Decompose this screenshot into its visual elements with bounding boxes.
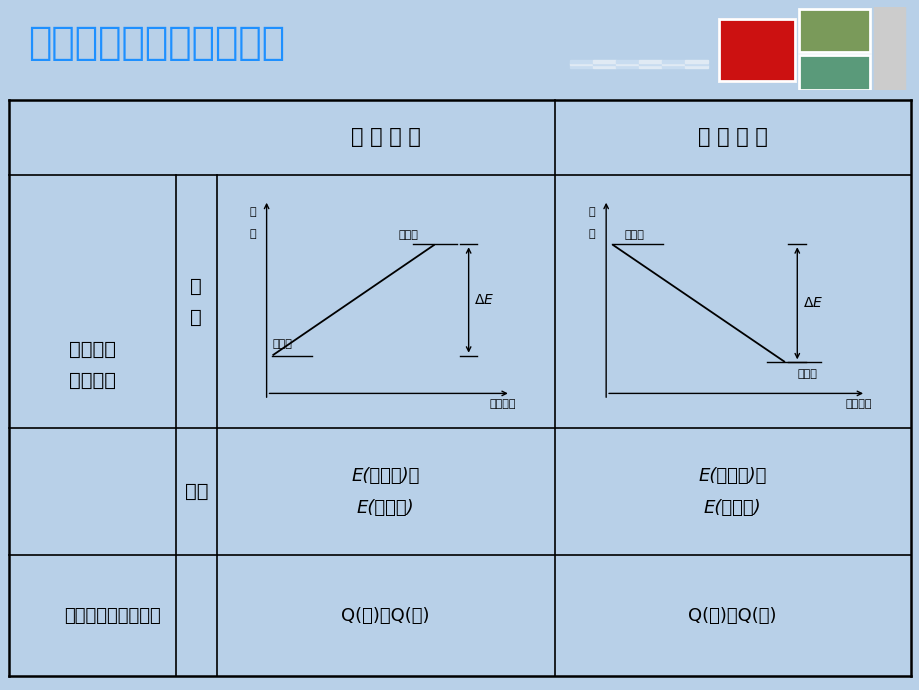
- Bar: [593, 61, 616, 63]
- Bar: [685, 66, 708, 68]
- Bar: [873, 7, 903, 90]
- Bar: [799, 10, 869, 52]
- Text: Q(吸)＜Q(放): Q(吸)＜Q(放): [687, 607, 777, 624]
- Bar: [799, 55, 869, 90]
- Bar: [616, 66, 639, 68]
- Bar: [593, 63, 616, 66]
- Text: 反应过程: 反应过程: [845, 399, 871, 409]
- Bar: [639, 63, 662, 66]
- Bar: [570, 61, 593, 63]
- Text: E(反应物)＜
E(生成物): E(反应物)＜ E(生成物): [351, 467, 419, 517]
- Bar: [639, 66, 662, 68]
- Text: 反应物: 反应物: [272, 339, 292, 349]
- Text: 变化: 变化: [185, 482, 208, 502]
- Text: 反应物: 反应物: [623, 230, 643, 240]
- Bar: [685, 63, 708, 66]
- Bar: [662, 63, 685, 66]
- Bar: [639, 61, 662, 63]
- Bar: [799, 55, 869, 90]
- Bar: [593, 66, 616, 68]
- Bar: [718, 19, 795, 81]
- Text: 能量角度
（宏观）: 能量角度 （宏观）: [69, 340, 116, 390]
- Bar: [685, 61, 708, 63]
- Bar: [718, 19, 795, 81]
- Text: 吸 热 反 应: 吸 热 反 应: [350, 128, 420, 148]
- Text: 能: 能: [587, 206, 595, 217]
- Bar: [616, 63, 639, 66]
- Text: Q(吸)＞Q(放): Q(吸)＞Q(放): [341, 607, 429, 624]
- Text: 反应过程: 反应过程: [489, 399, 516, 409]
- Bar: [799, 10, 869, 52]
- Bar: [662, 66, 685, 68]
- Text: 化学键变化（微观）: 化学键变化（微观）: [64, 607, 161, 624]
- Text: 量: 量: [587, 229, 595, 239]
- Bar: [616, 61, 639, 63]
- Text: 图
示: 图 示: [190, 277, 202, 326]
- Text: 能: 能: [250, 206, 256, 217]
- Text: 放 热 反 应: 放 热 反 应: [697, 128, 766, 148]
- Bar: [570, 66, 593, 68]
- Text: 生成物: 生成物: [398, 230, 418, 240]
- Bar: [662, 61, 685, 63]
- Text: $\Delta E$: $\Delta E$: [474, 293, 494, 307]
- Text: E(反应物)＞
E(生成物): E(反应物)＞ E(生成物): [698, 467, 766, 517]
- Text: $\Delta E$: $\Delta E$: [802, 296, 823, 310]
- Bar: [570, 63, 593, 66]
- Text: 量: 量: [250, 229, 256, 239]
- Text: 化学能与热能的相互转化: 化学能与热能的相互转化: [28, 24, 284, 63]
- Text: 生成物: 生成物: [797, 369, 816, 379]
